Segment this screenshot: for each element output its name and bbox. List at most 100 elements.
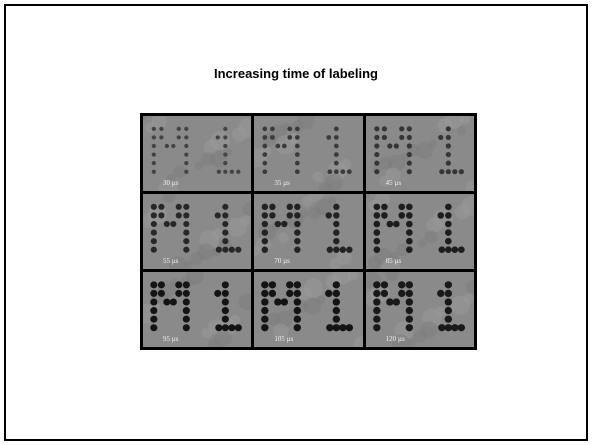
label-dot xyxy=(175,203,182,210)
label-dot xyxy=(158,203,165,210)
label-dot xyxy=(184,161,189,166)
label-dot xyxy=(150,203,157,210)
label-dot xyxy=(444,203,452,211)
texture-blob xyxy=(330,258,341,269)
micrograph-image xyxy=(365,272,474,347)
label-dot xyxy=(392,220,400,228)
micrograph-panel: 45 µs xyxy=(365,116,474,191)
label-dot xyxy=(150,298,158,306)
label-dot xyxy=(150,307,158,315)
texture-blob xyxy=(297,287,313,302)
label-dot xyxy=(332,298,341,306)
label-dot xyxy=(270,126,276,132)
label-dot xyxy=(444,237,452,245)
label-dot xyxy=(373,126,380,132)
label-dot xyxy=(223,169,228,174)
label-dot xyxy=(269,212,276,219)
label-dot xyxy=(405,220,413,228)
label-dot xyxy=(386,143,393,149)
label-dot xyxy=(332,324,341,332)
texture-blob xyxy=(143,116,148,121)
label-dot xyxy=(333,220,340,228)
label-dot xyxy=(150,238,157,245)
label-dot xyxy=(405,281,413,289)
label-dot xyxy=(222,203,229,210)
texture-blob xyxy=(158,180,178,191)
label-dot xyxy=(270,135,276,140)
micrograph-panel: 105 µs xyxy=(254,272,363,347)
texture-blob xyxy=(458,116,470,125)
label-dot xyxy=(406,134,412,141)
panel-time-label: 120 µs xyxy=(385,335,405,343)
label-dot xyxy=(458,169,464,175)
label-dot xyxy=(223,143,228,149)
label-dot xyxy=(332,315,341,323)
panel-time-label: 55 µs xyxy=(163,257,179,265)
label-dot xyxy=(393,143,399,149)
label-dot xyxy=(175,289,183,297)
label-dot xyxy=(215,246,222,253)
label-dot xyxy=(373,220,380,228)
label-dot xyxy=(183,246,190,253)
label-dot xyxy=(326,135,332,140)
label-dot xyxy=(159,135,164,140)
texture-blob xyxy=(380,258,401,269)
label-dot xyxy=(333,212,340,219)
label-dot xyxy=(269,289,277,298)
label-dot xyxy=(184,143,189,149)
label-dot xyxy=(222,238,229,245)
label-dot xyxy=(287,135,293,140)
label-dot xyxy=(406,169,412,175)
label-dot xyxy=(262,135,268,140)
label-dot xyxy=(261,220,269,228)
label-dot xyxy=(157,281,165,289)
label-dot xyxy=(286,281,294,289)
micrograph-panel: 70 µs xyxy=(254,194,363,269)
texture-blob xyxy=(353,336,363,347)
label-dot xyxy=(372,306,381,315)
label-dot xyxy=(294,220,301,228)
label-dot xyxy=(444,229,452,236)
label-dot xyxy=(150,212,157,219)
texture-blob xyxy=(207,338,221,347)
label-dot xyxy=(405,203,413,211)
texture-blob xyxy=(273,323,289,339)
label-dot xyxy=(380,203,388,211)
texture-blob xyxy=(166,173,176,183)
label-dot xyxy=(406,151,412,158)
label-dot xyxy=(325,212,333,219)
label-dot xyxy=(150,281,158,289)
label-dot xyxy=(261,289,269,298)
micrograph-image xyxy=(365,116,474,191)
label-dot xyxy=(444,212,452,219)
panel-time-label: 30 µs xyxy=(163,179,179,187)
label-dot xyxy=(381,126,387,132)
label-dot xyxy=(347,169,353,175)
label-dot xyxy=(163,220,170,228)
label-dot xyxy=(150,324,158,332)
texture-blob xyxy=(415,141,433,159)
label-dot xyxy=(286,203,294,211)
label-dot xyxy=(405,212,413,219)
texture-blob xyxy=(347,272,359,281)
label-dot xyxy=(397,281,406,289)
label-dot xyxy=(182,315,190,323)
label-dot xyxy=(183,229,190,236)
label-dot xyxy=(184,169,189,174)
label-dot xyxy=(223,152,228,157)
label-dot xyxy=(182,289,190,297)
label-dot xyxy=(334,160,340,166)
texture-blob xyxy=(278,232,289,244)
texture-blob xyxy=(454,204,470,220)
texture-blob xyxy=(385,272,399,281)
label-dot xyxy=(175,212,182,219)
label-dot xyxy=(444,324,452,332)
label-dot xyxy=(184,152,189,157)
label-dot xyxy=(175,281,183,289)
label-dot xyxy=(150,246,157,253)
label-dot xyxy=(262,126,268,132)
micrograph-panel: 95 µs xyxy=(143,272,252,347)
label-dot xyxy=(333,203,340,211)
label-dot xyxy=(339,324,347,332)
label-dot xyxy=(397,289,406,298)
